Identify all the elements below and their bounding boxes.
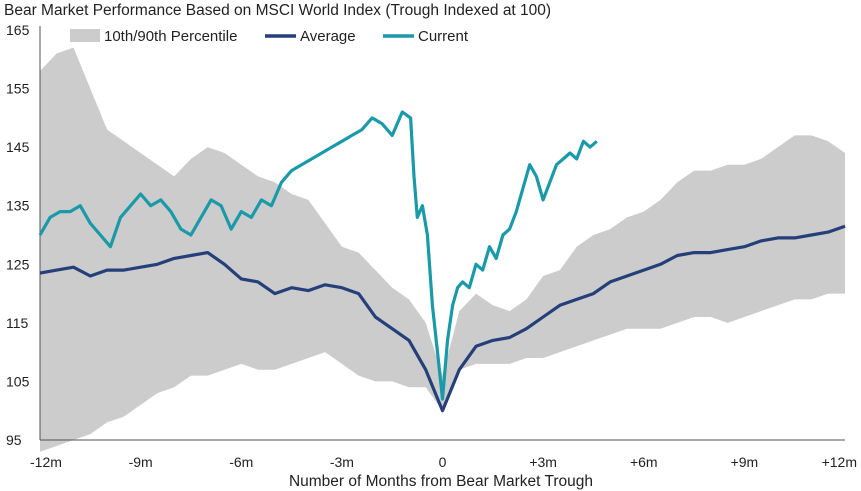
- percentile-band-layer: [40, 47, 845, 452]
- x-tick-label: -6m: [229, 454, 253, 470]
- x-tick-label: +9m: [731, 454, 759, 470]
- x-tick-label: +3m: [529, 454, 557, 470]
- x-tick-label: -12m: [30, 454, 62, 470]
- y-tick-label: 105: [6, 373, 30, 389]
- x-axis-label: Number of Months from Bear Market Trough: [289, 473, 593, 490]
- legend-swatch-band: [70, 29, 100, 42]
- y-tick-label: 115: [6, 315, 29, 331]
- chart-title: Bear Market Performance Based on MSCI Wo…: [4, 2, 552, 19]
- x-tick-label: -3m: [330, 454, 354, 470]
- x-tick-label: -9m: [129, 454, 153, 470]
- legend: 10th/90th Percentile Average Current: [70, 28, 469, 45]
- y-tick-label: 135: [6, 198, 30, 214]
- y-tick-label: 125: [6, 256, 30, 272]
- current-line: [38, 110, 598, 401]
- y-tick-label: 155: [6, 81, 30, 97]
- x-tick-label: 0: [439, 454, 447, 470]
- average-line: [39, 224, 846, 413]
- legend-label-average: Average: [300, 28, 356, 45]
- series-lines: [38, 110, 846, 413]
- y-tick-labels: 95 105 115 125 135 145 155 165: [6, 22, 30, 448]
- y-tick-label: 145: [6, 139, 30, 155]
- percentile-band: [40, 47, 845, 452]
- y-tick-label: 95: [6, 432, 22, 448]
- legend-label-band: 10th/90th Percentile: [104, 28, 237, 45]
- x-tick-label: +6m: [630, 454, 658, 470]
- x-tick-labels: -12m -9m -6m -3m 0 +3m +6m +9m +12m: [30, 454, 857, 470]
- y-tick-label: 165: [6, 22, 30, 38]
- x-tick-label: +12m: [822, 454, 857, 470]
- legend-label-current: Current: [418, 28, 469, 45]
